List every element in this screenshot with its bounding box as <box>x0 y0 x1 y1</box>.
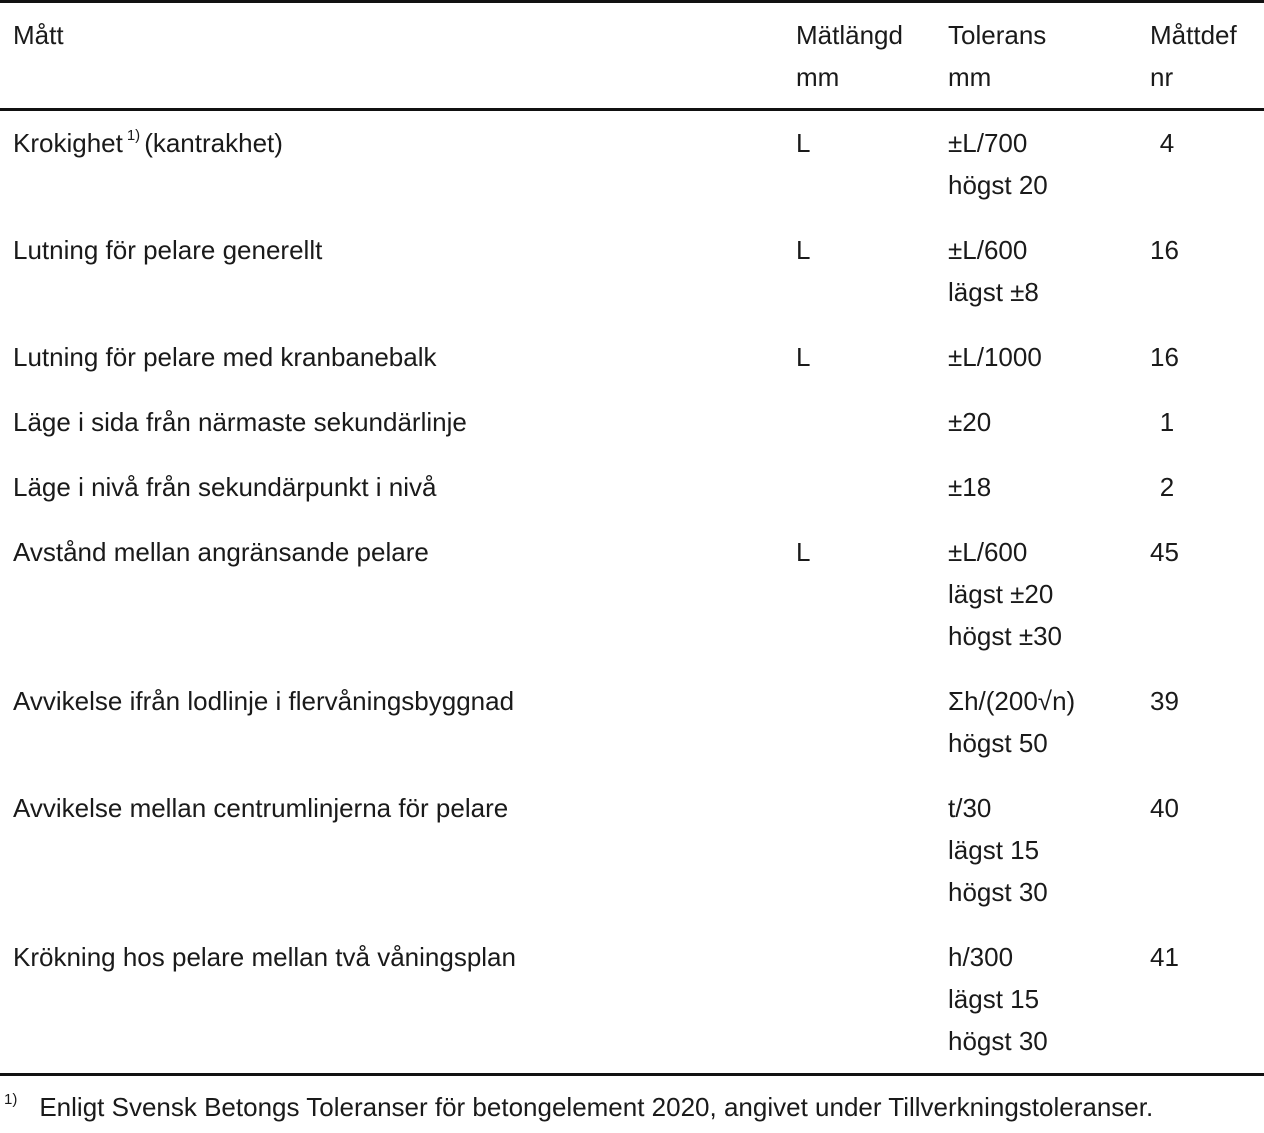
header-tolerans-line2: mm <box>948 62 992 92</box>
tol-line: Σh/(200√n) <box>948 686 1076 716</box>
row-lage-niva-def: 2 <box>1159 472 1175 502</box>
footnote: 1) Enligt Svensk Betongs Toleranser för b… <box>4 1086 1153 1133</box>
row-avstand-def: 45 <box>1150 537 1179 567</box>
tol-line: ±L/700 <box>948 128 1028 158</box>
row-krokighet-label: Krokighet 1) (kantrakhet) <box>13 122 283 169</box>
header-matlangd-line1: Mätlängd <box>796 20 903 50</box>
row-lutning-kranbanebalk-langd: L <box>796 342 811 372</box>
row-lutning-kranbanebalk-def: 16 <box>1150 342 1179 372</box>
row-avvikelse-centrum-tol: t/30 lägst 15 högst 30 <box>948 787 1048 913</box>
footnote-reference: 1) <box>126 127 141 144</box>
row-krokning-label: Krökning hos pelare mellan två våningspl… <box>13 942 516 972</box>
header-matt-label: Mått <box>13 20 64 50</box>
row-lage-niva-label: Läge i nivå från sekundärpunkt i nivå <box>13 472 437 502</box>
row-krokning-def: 41 <box>1150 942 1179 972</box>
row-lage-sida-def: 1 <box>1159 407 1175 437</box>
row-lage-sida-tol: ±20 <box>948 401 991 443</box>
table-bottom-rule <box>0 1073 1264 1076</box>
tol-line: h/300 <box>948 942 1014 972</box>
header-mattdef-line2: nr <box>1150 62 1174 92</box>
row-avstand-label: Avstånd mellan angränsande pelare <box>13 537 429 567</box>
row-krokighet-def: 4 <box>1159 128 1175 158</box>
tol-line: ±18 <box>948 472 992 502</box>
header-mattdef: Måttdef nr <box>1150 14 1237 98</box>
row-label-suffix: (kantrakhet) <box>144 128 283 158</box>
tol-line: högst 50 <box>948 728 1048 758</box>
header-matt: Mått <box>13 14 64 56</box>
row-avvikelse-centrum-def: 40 <box>1150 793 1179 823</box>
header-matlangd-line2: mm <box>796 62 840 92</box>
tol-line: ±L/1000 <box>948 342 1042 372</box>
row-krokning-tol: h/300 lägst 15 högst 30 <box>948 936 1048 1062</box>
row-avvikelse-lodlinje-label: Avvikelse ifrån lodlinje i flervåningsby… <box>13 686 515 716</box>
tol-line: ±L/600 <box>948 235 1028 265</box>
tol-line: t/30 <box>948 793 992 823</box>
row-avvikelse-lodlinje-tol: Σh/(200√n) högst 50 <box>948 680 1075 764</box>
table-header-rule <box>0 108 1264 111</box>
row-lutning-generellt-langd: L <box>796 235 811 265</box>
row-label: Krokighet <box>13 128 123 158</box>
header-matlangd: Mätlängd mm <box>796 14 903 98</box>
tol-line: ±20 <box>948 407 992 437</box>
row-krokighet-tol: ±L/700 högst 20 <box>948 122 1048 206</box>
footnote-text: Enligt Svensk Betongs Toleranser för bet… <box>39 1092 1154 1122</box>
row-lutning-kranbanebalk-label: Lutning för pelare med kranbanebalk <box>13 342 437 372</box>
footnote-mark: 1) <box>4 1091 18 1108</box>
row-lutning-generellt-tol: ±L/600 lägst ±8 <box>948 229 1039 313</box>
header-tolerans-line1: Tolerans <box>948 20 1047 50</box>
header-tolerans: Tolerans mm <box>948 14 1046 98</box>
row-lutning-generellt-label: Lutning för pelare generellt <box>13 235 323 265</box>
tol-line: högst 30 <box>948 877 1048 907</box>
header-mattdef-line1: Måttdef <box>1150 20 1237 50</box>
tol-line: ±L/600 <box>948 537 1028 567</box>
row-lage-sida-label: Läge i sida från närmaste sekundärlinje <box>13 407 467 437</box>
row-lutning-kranbanebalk-tol: ±L/1000 <box>948 336 1042 378</box>
row-avstand-tol: ±L/600 lägst ±20 högst ±30 <box>948 531 1062 657</box>
table-top-rule <box>0 0 1264 3</box>
row-avvikelse-centrum-label: Avvikelse mellan centrumlinjerna för pel… <box>13 793 509 823</box>
tol-line: lägst ±8 <box>948 277 1039 307</box>
row-avstand-langd: L <box>796 537 811 567</box>
tol-line: lägst 15 <box>948 984 1040 1014</box>
tol-line: högst 20 <box>948 170 1048 200</box>
row-lage-niva-tol: ±18 <box>948 466 991 508</box>
tol-line: högst ±30 <box>948 621 1063 651</box>
row-krokighet-langd: L <box>796 128 811 158</box>
row-avvikelse-lodlinje-def: 39 <box>1150 686 1179 716</box>
tol-line: högst 30 <box>948 1026 1048 1056</box>
tol-line: lägst 15 <box>948 835 1040 865</box>
tol-line: lägst ±20 <box>948 579 1054 609</box>
row-lutning-generellt-def: 16 <box>1150 235 1179 265</box>
